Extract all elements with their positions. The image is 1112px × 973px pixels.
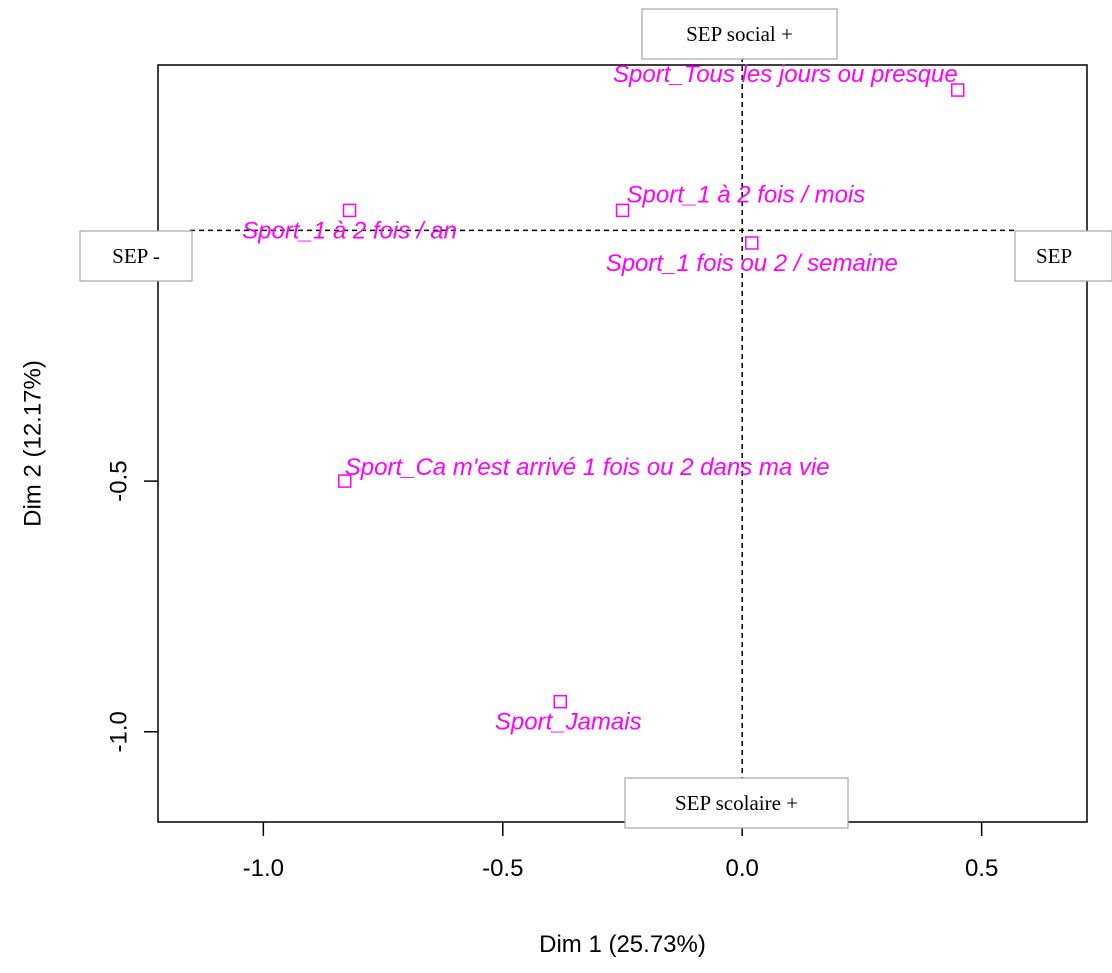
y-tick-label: -0.5 xyxy=(105,460,132,501)
annotation-box xyxy=(1014,230,1112,282)
data-point-label: Sport_1 à 2 fois / mois xyxy=(627,181,866,208)
y-tick-label: -1.0 xyxy=(105,711,132,752)
annotation-box xyxy=(624,777,849,829)
annotation-box-label: SEP xyxy=(1036,244,1072,268)
data-point-marker xyxy=(338,474,352,488)
axis-ticks: -1.0 -0.5 0.0 0.5 -0.5 -1.0 xyxy=(105,460,998,882)
data-points: Sport_Tous les jours ou presque Sport_1 à… xyxy=(242,61,965,736)
annotation-box-label: SEP scolaire + xyxy=(675,791,798,815)
data-point-marker xyxy=(950,83,965,97)
annotation-box-label: SEP social + xyxy=(686,22,793,46)
data-point-label: Sport_1 à 2 fois / an xyxy=(242,217,457,244)
data-point-label: Sport_Jamais xyxy=(495,709,642,736)
data-point-marker xyxy=(553,694,567,709)
data-point-label: Sport_1 fois ou 2 / semaine xyxy=(606,250,898,277)
x-tick-label: 0.0 xyxy=(726,855,759,882)
plot-frame xyxy=(157,64,1088,823)
data-point-marker xyxy=(342,203,357,218)
data-point-marker xyxy=(615,203,630,218)
annotation-boxes: SEP social + SEP - SEP SEP scolaire + xyxy=(79,8,1112,829)
annotation-box xyxy=(79,230,193,282)
x-tick-label: -1.0 xyxy=(243,855,284,882)
reference-lines xyxy=(190,30,1015,780)
annotation-box xyxy=(641,8,838,60)
x-axis-title: Dim 1 (25.73%) xyxy=(539,931,706,958)
annotation-box-label: SEP - xyxy=(112,244,160,268)
y-axis-title: Dim 2 (12.17%) xyxy=(19,360,46,527)
data-point-marker xyxy=(745,236,759,250)
data-point-label: Sport_Ca m'est arrivé 1 fois ou 2 dans m… xyxy=(345,454,830,481)
data-point-label: Sport_Tous les jours ou presque xyxy=(613,61,958,88)
x-tick-label: -0.5 xyxy=(482,855,523,882)
x-tick-label: 0.5 xyxy=(965,855,998,882)
